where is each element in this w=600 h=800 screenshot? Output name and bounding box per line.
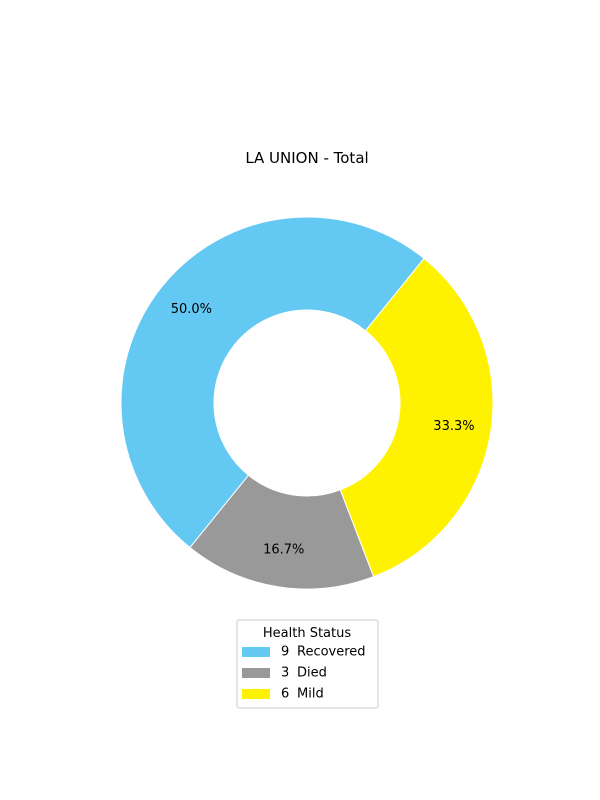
legend-box (236, 619, 379, 709)
slice-label-mild: 33.3% (433, 419, 474, 434)
slice-died (189, 474, 375, 590)
legend-count-recovered: 9 (281, 645, 289, 660)
legend-items: 9 Recovered 3 Died 6 Mild (242, 645, 366, 702)
slices-group (120, 216, 494, 590)
legend-title: Health Status (263, 626, 351, 641)
slice-label-recovered: 50.0% (171, 302, 212, 317)
slice-mild (339, 257, 494, 578)
legend-count-died: 3 (281, 666, 289, 681)
legend-label-died: Died (297, 666, 327, 681)
legend-count-mild: 6 (281, 687, 289, 702)
legend-label-mild: Mild (297, 687, 324, 702)
legend-swatch-recovered (242, 647, 270, 657)
slice-label-died: 16.7% (263, 542, 304, 557)
legend-label-recovered: Recovered (297, 645, 366, 660)
legend-swatch-died (242, 668, 270, 678)
legend-swatch-mild (242, 689, 270, 699)
slice-labels-group: 50.0% 16.7% 33.3% (171, 302, 475, 558)
legend: Health Status 9 Recovered 3 Died 6 Mild (236, 619, 379, 709)
slice-recovered (120, 216, 425, 549)
chart-title: LA UNION - Total (245, 149, 368, 167)
